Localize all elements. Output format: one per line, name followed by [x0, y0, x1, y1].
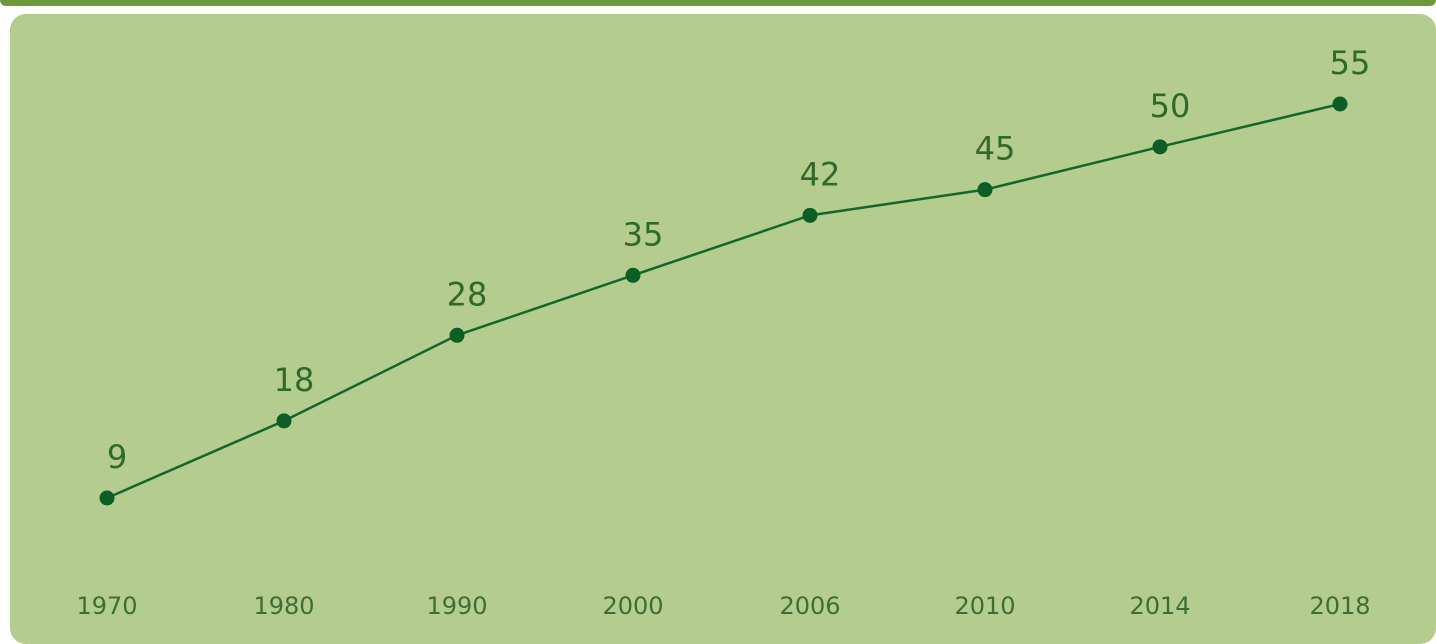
data-value-label: 35 [623, 215, 664, 253]
data-point-marker [625, 267, 641, 283]
data-value-label: 9 [107, 438, 127, 476]
x-tick-label: 2000 [602, 592, 663, 620]
data-point-marker [449, 327, 465, 343]
data-point-marker [1152, 139, 1168, 155]
value-labels-group: 9 18 28 35 42 45 50 55 [107, 44, 1371, 476]
data-point-marker [276, 413, 292, 429]
top-accent-strip [0, 0, 1436, 6]
x-tick-label: 1970 [76, 592, 137, 620]
data-value-label: 45 [975, 130, 1016, 168]
series-line-group [106, 102, 1341, 500]
x-tick-label: 2010 [954, 592, 1015, 620]
series-line [106, 102, 1341, 500]
data-point-marker [977, 182, 993, 198]
x-tick-label: 2014 [1129, 592, 1190, 620]
x-tick-label: 2006 [779, 592, 840, 620]
data-point-marker [802, 207, 818, 223]
x-tick-label: 2018 [1309, 592, 1370, 620]
x-tick-label: 1980 [253, 592, 314, 620]
x-tick-label: 1990 [426, 592, 487, 620]
markers-group [99, 96, 1348, 506]
x-tick-labels-group: 1970 1980 1990 2000 2006 2010 2014 2018 [76, 592, 1370, 620]
chart-panel [10, 14, 1436, 644]
data-value-label: 42 [800, 155, 841, 193]
data-point-marker [1332, 96, 1348, 112]
data-point-marker [99, 490, 115, 506]
data-value-label: 50 [1150, 87, 1191, 125]
data-value-label: 55 [1330, 44, 1371, 82]
data-value-label: 18 [274, 361, 315, 399]
data-value-label: 28 [447, 275, 488, 313]
